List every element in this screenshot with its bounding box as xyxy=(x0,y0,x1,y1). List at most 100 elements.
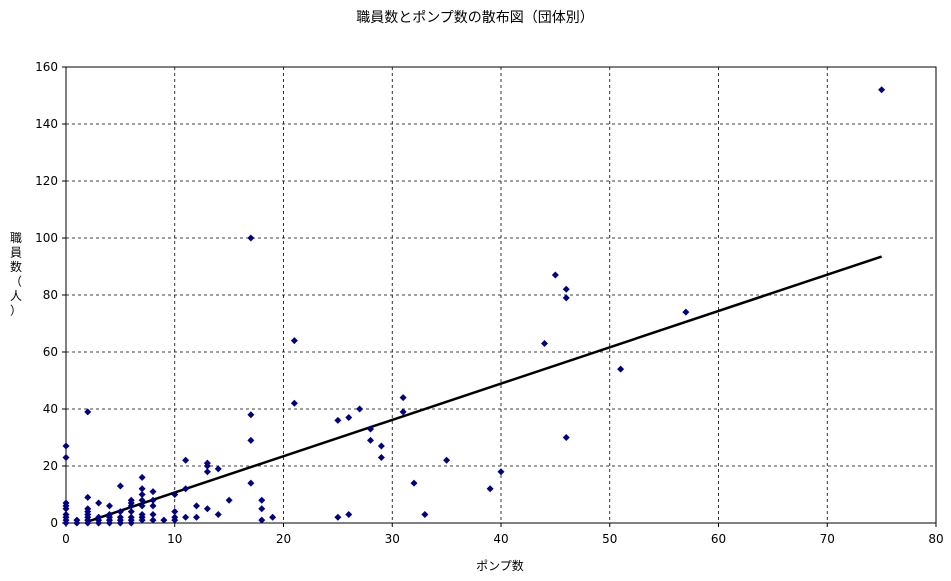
data-point xyxy=(149,516,157,524)
x-tick-label: 20 xyxy=(276,532,291,546)
data-point xyxy=(106,502,113,510)
trend-line-group xyxy=(87,255,883,523)
data-point xyxy=(377,442,385,450)
data-point xyxy=(138,510,146,518)
data-point xyxy=(182,485,190,493)
data-point xyxy=(334,416,342,424)
data-point xyxy=(258,505,266,513)
data-point xyxy=(62,453,70,461)
data-point xyxy=(617,365,625,373)
x-tick-label: 40 xyxy=(493,532,508,546)
data-point xyxy=(421,510,429,518)
data-point xyxy=(127,508,135,516)
data-point xyxy=(138,491,146,498)
y-tick-label: 100 xyxy=(35,231,58,245)
data-point xyxy=(171,491,179,498)
data-point xyxy=(356,405,364,413)
data-point xyxy=(497,468,505,476)
data-point xyxy=(247,436,255,444)
y-axis-label: 職員数（人） xyxy=(10,231,22,318)
data-point xyxy=(149,510,157,518)
data-point xyxy=(247,479,255,487)
data-point xyxy=(258,496,266,504)
data-point xyxy=(290,337,298,345)
x-tick-label: 10 xyxy=(167,532,182,546)
y-tick-label: 120 xyxy=(35,174,58,188)
data-point xyxy=(247,411,255,419)
y-tick-label: 60 xyxy=(43,345,58,359)
data-point xyxy=(682,308,690,316)
data-point xyxy=(73,516,81,524)
data-point xyxy=(62,499,70,507)
data-point xyxy=(116,513,124,521)
data-point xyxy=(203,459,211,467)
data-point xyxy=(193,513,200,521)
data-point xyxy=(258,516,266,524)
data-point xyxy=(171,508,179,516)
data-point xyxy=(486,485,494,493)
x-tick-label: 60 xyxy=(711,532,726,546)
chart-title: 職員数とポンプ数の散布図（団体別） xyxy=(356,10,594,26)
y-tick-label: 80 xyxy=(43,288,58,302)
data-point xyxy=(345,510,353,518)
data-point xyxy=(290,399,298,407)
data-point xyxy=(377,453,385,461)
data-point xyxy=(95,499,103,507)
data-point xyxy=(541,339,548,347)
data-point xyxy=(269,513,277,521)
data-point xyxy=(562,294,570,302)
data-point xyxy=(334,513,342,521)
data-point xyxy=(95,513,103,521)
x-axis-label: ポンプ数 xyxy=(476,558,524,573)
y-axis-ticks: 0 20 40 60 80 100 120 140 160 xyxy=(35,60,66,530)
x-axis-ticks: 0 10 20 30 40 50 60 70 80 xyxy=(62,523,944,546)
data-point xyxy=(562,285,570,293)
data-point xyxy=(149,502,157,510)
data-point xyxy=(116,482,124,490)
x-tick-label: 80 xyxy=(928,532,943,546)
data-point xyxy=(149,496,157,504)
data-point xyxy=(182,513,190,521)
data-point xyxy=(106,510,113,518)
data-point xyxy=(160,516,168,524)
grid-lines xyxy=(66,67,936,523)
x-tick-label: 50 xyxy=(602,532,617,546)
data-point xyxy=(399,394,407,402)
data-point xyxy=(203,468,211,476)
x-tick-label: 30 xyxy=(385,532,400,546)
trend-line xyxy=(87,255,883,523)
data-point xyxy=(410,479,418,487)
data-point xyxy=(84,493,92,501)
data-point xyxy=(247,234,255,242)
y-tick-label: 20 xyxy=(43,459,58,473)
data-point xyxy=(138,473,146,481)
data-point xyxy=(878,86,886,94)
y-tick-label: 140 xyxy=(35,117,58,131)
data-point xyxy=(399,408,407,416)
data-point xyxy=(214,510,222,518)
data-point xyxy=(138,496,146,504)
data-point xyxy=(203,505,211,513)
y-tick-label: 40 xyxy=(43,402,58,416)
data-point xyxy=(225,496,233,504)
data-points xyxy=(62,86,886,527)
data-point xyxy=(562,434,570,441)
data-point xyxy=(84,408,92,416)
data-point xyxy=(345,414,353,422)
data-point xyxy=(443,456,451,464)
y-tick-label: 0 xyxy=(50,516,58,530)
data-point xyxy=(149,488,157,496)
data-point xyxy=(367,425,374,433)
data-point xyxy=(84,505,92,513)
data-point xyxy=(551,271,559,279)
data-point xyxy=(138,502,146,510)
data-point xyxy=(62,442,70,450)
data-point xyxy=(193,502,200,510)
data-point xyxy=(116,508,124,516)
data-point xyxy=(171,513,179,521)
data-point xyxy=(214,465,222,473)
data-point xyxy=(127,513,135,521)
y-tick-label: 160 xyxy=(35,60,58,74)
data-point xyxy=(127,496,135,504)
